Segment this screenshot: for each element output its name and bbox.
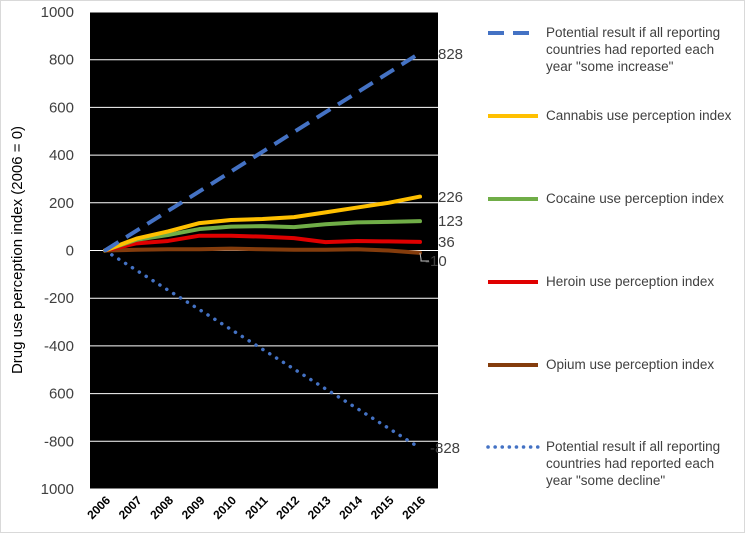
series-end-label: -828 — [430, 440, 460, 457]
y-axis-label: Drug use perception index (2006 = 0) — [9, 126, 26, 374]
series-layer — [103, 51, 422, 450]
legend-label: Potential result if all reporting countr… — [546, 25, 721, 74]
x-tick-label: 2006 — [84, 493, 113, 522]
x-tick-label: 2012 — [273, 493, 302, 522]
legend-swatch — [488, 197, 538, 201]
x-tick-label: 2011 — [242, 493, 271, 522]
x-tick-label: 2013 — [305, 493, 334, 522]
series-end-label: 123 — [438, 213, 463, 230]
y-tick-label: -200 — [44, 290, 74, 307]
label-leader-line — [419, 252, 429, 262]
x-tick-label: 2009 — [179, 493, 208, 522]
series-line — [103, 233, 422, 253]
y-axis-ticks: 1000 800 600 400 200 0 -200 -400 600 -800 1000 — [41, 4, 74, 498]
series-end-label: 36 — [438, 234, 455, 251]
x-tick-label: 2008 — [147, 493, 176, 522]
legend-label: Cannabis use perception index — [546, 108, 732, 123]
series-end-label: 828 — [438, 46, 463, 63]
x-tick-label: 2010 — [210, 493, 239, 522]
series-line — [103, 51, 422, 253]
legend-swatch — [488, 280, 538, 284]
series-line — [103, 248, 422, 450]
series-line — [103, 219, 422, 253]
x-tick-label: 2016 — [399, 493, 428, 522]
x-axis-ticks: 2006 2007 2008 2009 2010 2011 2012 2013 2014 2015… — [84, 493, 428, 522]
x-tick-label: 2007 — [116, 493, 145, 522]
y-tick-label: 600 — [49, 99, 74, 116]
x-tick-label: 2015 — [368, 493, 397, 522]
legend-label: Heroin use perception index — [546, 274, 715, 289]
y-tick-label: -800 — [44, 433, 74, 450]
y-tick-label: -400 — [44, 338, 74, 355]
y-tick-label: 1000 — [41, 481, 74, 498]
y-tick-label: 400 — [49, 147, 74, 164]
legend-swatch — [486, 445, 540, 449]
y-tick-label: 200 — [49, 195, 74, 212]
series-end-label: 226 — [438, 189, 463, 206]
x-tick-label: 2014 — [336, 493, 365, 522]
legend-swatch — [488, 363, 538, 367]
y-tick-label: 1000 — [41, 4, 74, 21]
series-line — [103, 246, 422, 255]
series-end-label: -10 — [425, 253, 447, 270]
y-tick-label: 600 — [49, 386, 74, 403]
legend-label: Opium use perception index — [546, 357, 715, 372]
legend: Potential result if all reporting countr… — [486, 0, 741, 533]
series-line — [103, 194, 422, 253]
legend-label: Cocaine use perception index — [546, 191, 724, 206]
legend-label: Potential result if all reporting countr… — [546, 439, 721, 488]
y-tick-label: 0 — [66, 243, 74, 260]
y-tick-label: 800 — [49, 52, 74, 69]
legend-swatch — [488, 114, 538, 118]
legend-swatch — [488, 31, 538, 35]
end-labels: 828 226 123 36 -10 -828 — [419, 46, 463, 457]
